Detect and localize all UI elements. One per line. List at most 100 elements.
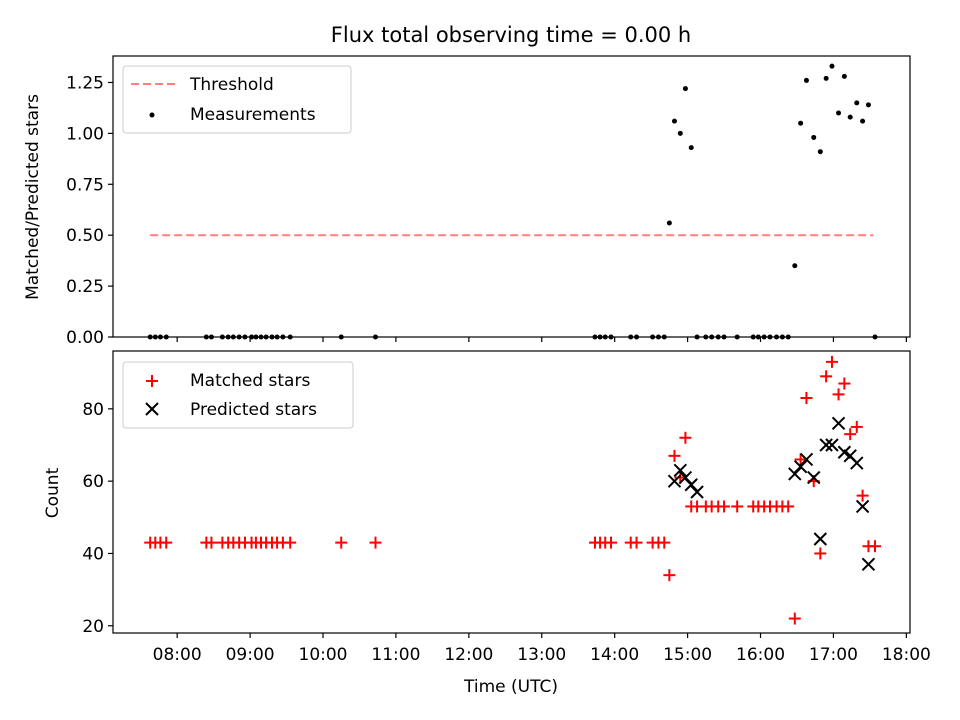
bottom-x-tick-label: 10:00 xyxy=(299,645,348,665)
predicted-stars-series xyxy=(667,416,876,572)
measurement-point xyxy=(836,110,842,116)
bottom-x-tick-label: 12:00 xyxy=(444,645,493,665)
matched-star-marker xyxy=(794,453,807,466)
predicted-marker-b xyxy=(861,557,876,572)
bottom-y-tick-label: 80 xyxy=(82,400,104,420)
bottom-x-tick-label: 13:00 xyxy=(517,645,566,665)
bottom-panel: 20 40 60 80 08:00 09:00 10:00 11:00 12:00 13:00 1… xyxy=(43,350,931,697)
bottom-x-tick-label: 08:00 xyxy=(153,645,202,665)
predicted-star-marker xyxy=(825,438,839,452)
top-y-tick-label: 1.25 xyxy=(66,73,104,93)
predicted-star-marker xyxy=(667,474,682,488)
measurement-point xyxy=(847,114,853,120)
bottom-y-axis-label: Count xyxy=(43,467,63,518)
top-y-tick-label: 0.75 xyxy=(66,175,104,195)
bottom-x-tick-label: 17:00 xyxy=(809,645,858,665)
matched-star-marker xyxy=(838,377,851,390)
predicted-star-marker xyxy=(690,485,704,499)
measurements-legend-label: Measurements xyxy=(190,105,316,125)
x-axis-label: Time (UTC) xyxy=(463,677,558,697)
predicted-star-marker xyxy=(831,416,846,431)
matched-star-marker xyxy=(205,536,218,549)
bottom-y-tick-label: 60 xyxy=(82,472,104,492)
bottom-x-tick-label: 15:00 xyxy=(663,645,712,665)
top-y-axis-label: Matched/Predicted stars xyxy=(23,94,43,300)
measurements-legend-swatch xyxy=(149,112,155,118)
matched-star-marker xyxy=(856,489,869,502)
measurement-point xyxy=(677,130,683,136)
bottom-legend: Matched stars Predicted stars xyxy=(122,361,354,429)
predicted-marker-b xyxy=(843,449,857,463)
predicted-legend-label: Predicted stars xyxy=(190,400,317,420)
matched-star-marker xyxy=(731,500,744,513)
bottom-y-ticks: 20 40 60 80 xyxy=(82,400,113,637)
predicted-marker-b xyxy=(690,485,704,499)
bottom-x-tick-label: 09:00 xyxy=(226,645,275,665)
matched-star-marker xyxy=(800,392,813,404)
matched-legend-label: Matched stars xyxy=(190,371,310,391)
predicted-star-marker xyxy=(799,452,814,467)
measurement-point xyxy=(860,118,866,124)
predicted-marker-b xyxy=(855,499,870,514)
matched-star-marker xyxy=(832,388,845,401)
top-legend-box xyxy=(122,65,352,134)
predicted-star-marker xyxy=(813,532,828,546)
predicted-star-marker xyxy=(850,456,864,470)
predicted-marker-b xyxy=(799,452,814,467)
bottom-x-tick-label: 16:00 xyxy=(736,645,785,665)
matched-star-marker xyxy=(820,370,833,383)
measurement-point xyxy=(817,149,823,155)
matched-star-marker xyxy=(663,569,676,582)
matched-star-marker xyxy=(369,536,382,549)
bottom-x-tick-label: 18:00 xyxy=(882,645,931,665)
measurement-point xyxy=(792,263,798,269)
matched-star-marker xyxy=(850,420,863,433)
measurement-point xyxy=(829,63,835,69)
threshold-legend-label: Threshold xyxy=(189,75,274,95)
measurement-point xyxy=(666,220,672,226)
measurement-point xyxy=(811,134,817,140)
matched-star-marker xyxy=(630,536,643,549)
predicted-star-marker xyxy=(673,463,688,478)
matched-star-marker xyxy=(844,428,857,441)
measurement-point xyxy=(798,120,804,126)
predicted-marker-b xyxy=(825,438,839,452)
figure-title: Flux total observing time = 0.00 h xyxy=(331,23,691,47)
measurement-point xyxy=(823,75,829,81)
matched-star-marker xyxy=(825,355,838,368)
bottom-x-tick-label: 14:00 xyxy=(590,645,639,665)
bottom-y-tick-label: 20 xyxy=(82,617,104,637)
predicted-marker-b xyxy=(807,470,821,485)
predicted-star-marker xyxy=(861,557,876,572)
predicted-star-marker xyxy=(807,470,821,485)
top-legend: Threshold Measurements xyxy=(122,65,352,134)
matched-star-marker xyxy=(335,536,348,549)
measurement-point xyxy=(682,86,688,92)
predicted-legend-swatch xyxy=(145,402,159,416)
predicted-marker-b xyxy=(837,445,852,459)
matched-star-marker xyxy=(679,431,692,444)
measurement-point xyxy=(841,73,847,79)
bottom-x-tick-label: 11:00 xyxy=(371,645,420,665)
top-panel: 0.00 0.25 0.50 0.75 1.00 1.25 Matched/Predict… xyxy=(23,55,911,348)
predicted-marker-b xyxy=(667,474,682,488)
measurement-point xyxy=(854,100,860,106)
matched-star-marker xyxy=(160,536,173,549)
measurement-point xyxy=(865,102,871,108)
predicted-star-marker xyxy=(855,499,870,514)
measurement-point xyxy=(671,118,677,124)
matched-star-marker xyxy=(605,536,618,549)
top-y-ticks: 0.00 0.25 0.50 0.75 1.00 1.25 xyxy=(66,73,113,348)
top-axes-frame xyxy=(112,55,911,338)
matched-star-marker xyxy=(814,547,827,560)
predicted-star-marker xyxy=(819,438,833,452)
matched-star-marker xyxy=(718,500,731,513)
predicted-marker-b xyxy=(850,456,864,470)
measurements-series xyxy=(147,63,878,340)
predicted-marker-b xyxy=(673,463,688,478)
predicted-marker-b xyxy=(831,416,846,431)
matched-star-marker xyxy=(788,612,801,625)
predicted-marker-b xyxy=(813,532,828,546)
matched-star-marker xyxy=(782,500,795,513)
